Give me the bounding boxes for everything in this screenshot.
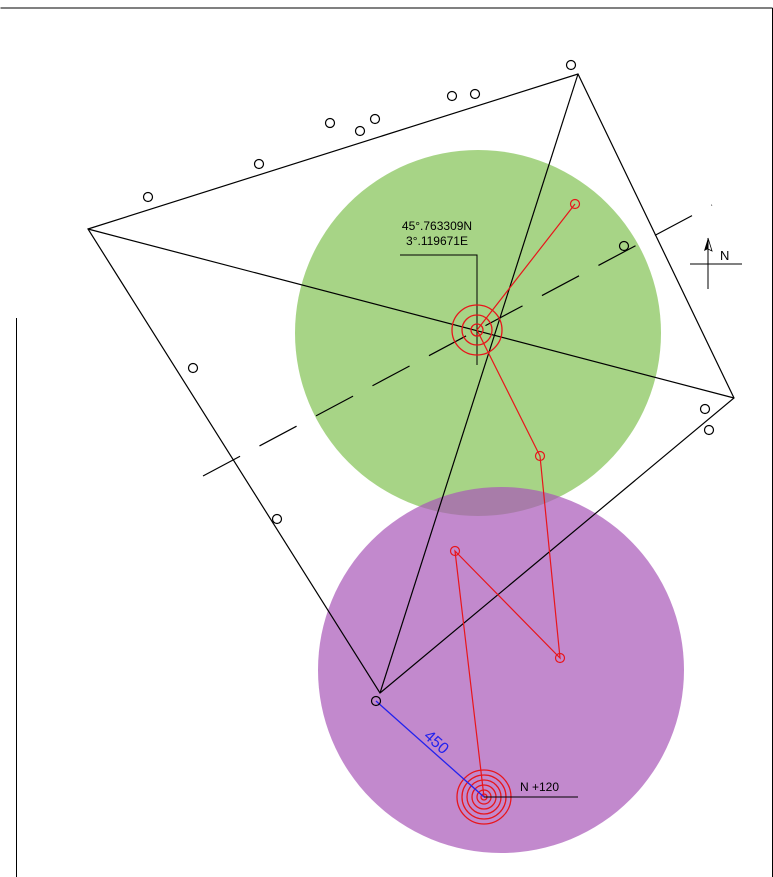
survey-point xyxy=(618,240,630,252)
route-waypoints xyxy=(449,198,581,664)
survey-point xyxy=(253,158,265,170)
survey-point xyxy=(703,424,715,436)
waypoint-marker xyxy=(569,198,581,210)
survey-point xyxy=(142,191,154,203)
north-arrow-icon xyxy=(690,237,742,289)
waypoint-marker xyxy=(449,545,461,557)
concentric-target-icon xyxy=(451,304,503,356)
purple-zone xyxy=(318,487,684,853)
coordinate-leader xyxy=(400,254,478,365)
survey-point xyxy=(187,362,199,374)
survey-point xyxy=(370,695,382,707)
elevation-label: N +120 xyxy=(520,780,559,794)
waypoint-marker xyxy=(554,652,566,664)
survey-point xyxy=(324,117,336,129)
longitude-label-visible: 3°.119671E xyxy=(406,234,468,248)
survey-point xyxy=(271,513,283,525)
survey-point xyxy=(354,125,366,137)
waypoint-marker xyxy=(534,450,546,462)
survey-point xyxy=(369,113,381,125)
survey-point xyxy=(469,88,481,100)
survey-points xyxy=(142,59,715,707)
diagonal-west-east xyxy=(87,228,735,399)
distance-line xyxy=(375,700,485,798)
survey-point xyxy=(699,403,711,415)
diagonal-north-south xyxy=(379,73,579,694)
latitude-label: 45°.763309N xyxy=(402,219,472,233)
route-north xyxy=(476,203,576,331)
north-label: N xyxy=(720,248,729,263)
survey-point xyxy=(446,90,458,102)
route-south xyxy=(454,329,561,798)
survey-point xyxy=(565,59,577,71)
dashed-axis xyxy=(202,204,713,477)
